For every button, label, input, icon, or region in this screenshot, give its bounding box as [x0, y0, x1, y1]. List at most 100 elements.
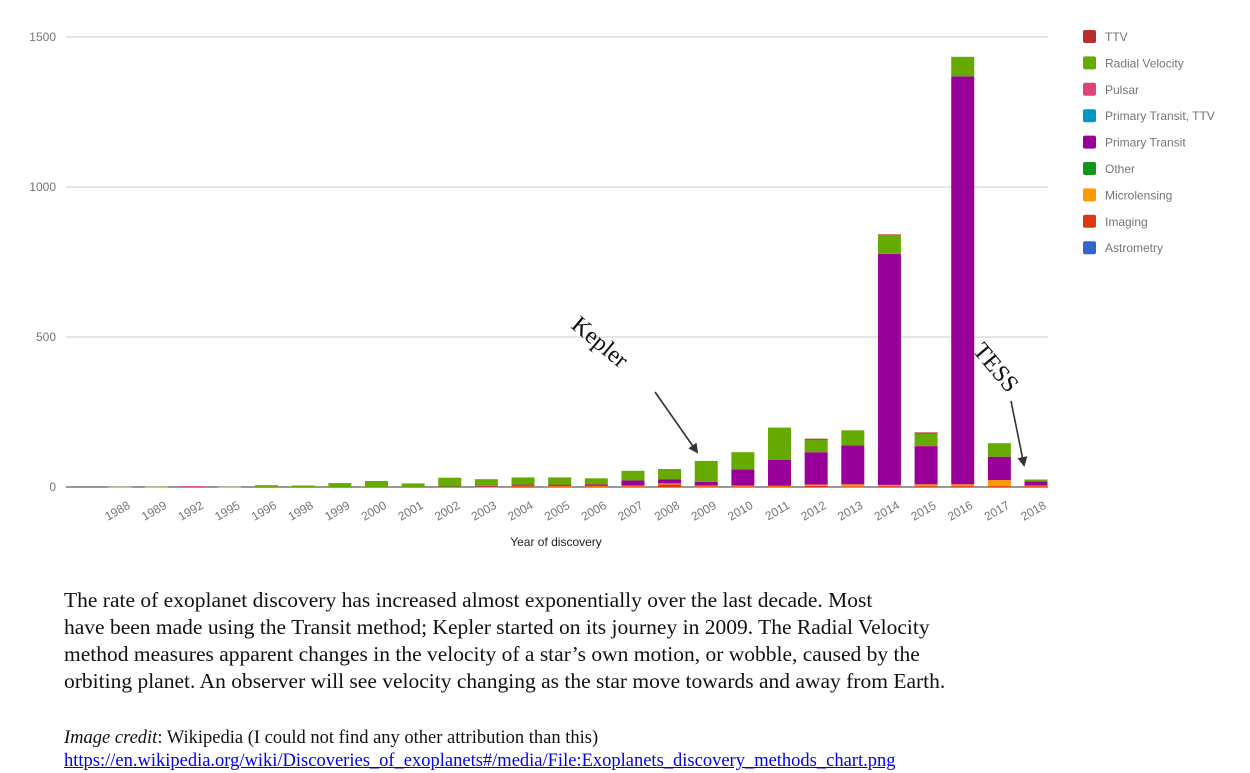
legend-swatch [1083, 214, 1096, 228]
x-tick-label: 2002 [432, 498, 462, 524]
legend-label: Radial Velocity [1105, 56, 1184, 70]
legend-swatch [1083, 82, 1096, 96]
legend-label: Other [1105, 162, 1135, 176]
bar-segment [621, 485, 645, 487]
bar-segment [658, 484, 682, 487]
x-tick-label: 2011 [763, 498, 793, 523]
bar-segment [181, 486, 205, 487]
bar-segment [951, 56, 975, 77]
x-tick-label: 1992 [176, 498, 206, 524]
x-tick-label: 1999 [322, 498, 352, 524]
annotation-tess: TESS [967, 338, 1023, 398]
bar-segment [877, 253, 901, 255]
legend: TTV Radial Velocity Pulsar Primary Transit,… [1083, 30, 1215, 255]
bar-segment [731, 452, 755, 470]
bar-segment [768, 485, 792, 487]
y-tick-label: 1500 [29, 30, 56, 44]
bar-segment [511, 484, 535, 486]
x-tick-label: 2008 [652, 498, 682, 524]
legend-label: Primary Transit, TTV [1105, 109, 1215, 123]
bar-segment [658, 479, 682, 484]
bar-segment [658, 483, 682, 485]
legend-swatch [1083, 188, 1096, 202]
bar-segment [804, 438, 828, 440]
bar-segment [511, 486, 535, 487]
bars [108, 56, 1048, 488]
caption-line: orbiting planet. An observer will see ve… [64, 669, 946, 693]
arrow-tess [1010, 400, 1028, 467]
credit-line: Image credit: Wikipedia (I could not fin… [64, 727, 895, 750]
bar-segment [731, 469, 755, 486]
x-tick-label: 2017 [982, 498, 1012, 524]
bar-segment [621, 486, 645, 488]
x-tick-label: 2012 [799, 498, 829, 524]
bar-segment [1024, 486, 1048, 487]
legend-label: Pulsar [1105, 83, 1139, 97]
x-tick-label: 2010 [725, 498, 755, 524]
x-axis: 1988 1989 1992 1995 1996 1998 1999 2000 2001 2002… [102, 498, 1048, 524]
bar-segment [511, 477, 535, 485]
x-tick-label: 2016 [945, 498, 975, 524]
legend-label: Microlensing [1105, 188, 1172, 202]
y-tick-label: 0 [49, 480, 56, 494]
y-tick-label: 1000 [29, 180, 56, 194]
bar-segment [548, 485, 572, 487]
credit-link[interactable]: https://en.wikipedia.org/wiki/Discoverie… [64, 751, 896, 771]
bar-segment [364, 481, 388, 487]
bar-segment [145, 486, 169, 488]
bar-segment [987, 480, 1011, 487]
caption-line: have been made using the Transit method;… [64, 615, 930, 639]
bar-segment [914, 433, 938, 446]
bar-segment [694, 485, 718, 487]
bar-segment [548, 484, 572, 486]
arrow-kepler [654, 391, 699, 454]
bar-segment [584, 485, 608, 487]
bar-segment [621, 480, 645, 486]
bar-segment [218, 486, 242, 488]
legend-label: TTV [1105, 30, 1128, 44]
credit-separator: : [157, 728, 167, 748]
x-tick-label: 2015 [908, 498, 938, 524]
bar-segment [768, 486, 792, 488]
bar-segment [914, 445, 938, 485]
credit-label: Image credit [64, 728, 158, 748]
bar-segment [987, 443, 1011, 457]
bar-segment [474, 485, 498, 487]
x-tick-label: 2009 [689, 498, 719, 524]
bar-segment [438, 477, 462, 487]
bar-segment [1024, 485, 1048, 487]
bar-segment [804, 439, 828, 453]
bar-segment [328, 483, 352, 487]
legend-label: Imaging [1105, 215, 1148, 229]
exoplanet-discovery-chart: 0 500 1000 1500 1988 1989 1992 1995 1996 1998 199… [29, 30, 1215, 549]
bar-segment [1024, 479, 1048, 482]
bar-segment [768, 427, 792, 460]
x-axis-title: Year of discovery [510, 535, 602, 549]
x-tick-label: 2004 [505, 498, 535, 524]
x-tick-label: 1989 [139, 498, 169, 524]
bar-segment [474, 486, 498, 488]
bar-segment [877, 234, 901, 236]
bar-segment [841, 430, 865, 446]
legend-swatch [1083, 241, 1096, 255]
caption-line: method measures apparent changes in the … [64, 642, 920, 666]
bar-segment [914, 432, 938, 434]
bar-segment [584, 486, 608, 488]
bar-segment [768, 460, 792, 486]
bar-segment [951, 486, 975, 487]
bar-segment [548, 486, 572, 488]
bar-segment [841, 445, 865, 485]
x-tick-label: 2013 [835, 498, 865, 524]
bar-segment [401, 483, 425, 487]
bar-segment [438, 486, 462, 488]
bar-segment [548, 477, 572, 485]
bar-segment [951, 76, 975, 485]
bar-segment [877, 484, 901, 487]
bar-segment [658, 469, 682, 480]
x-tick-label: 1996 [249, 498, 279, 524]
x-tick-label: 2006 [579, 498, 609, 524]
x-tick-label: 1988 [102, 498, 132, 524]
bar-segment [914, 484, 938, 487]
bar-segment [694, 486, 718, 488]
bar-segment [987, 486, 1011, 487]
